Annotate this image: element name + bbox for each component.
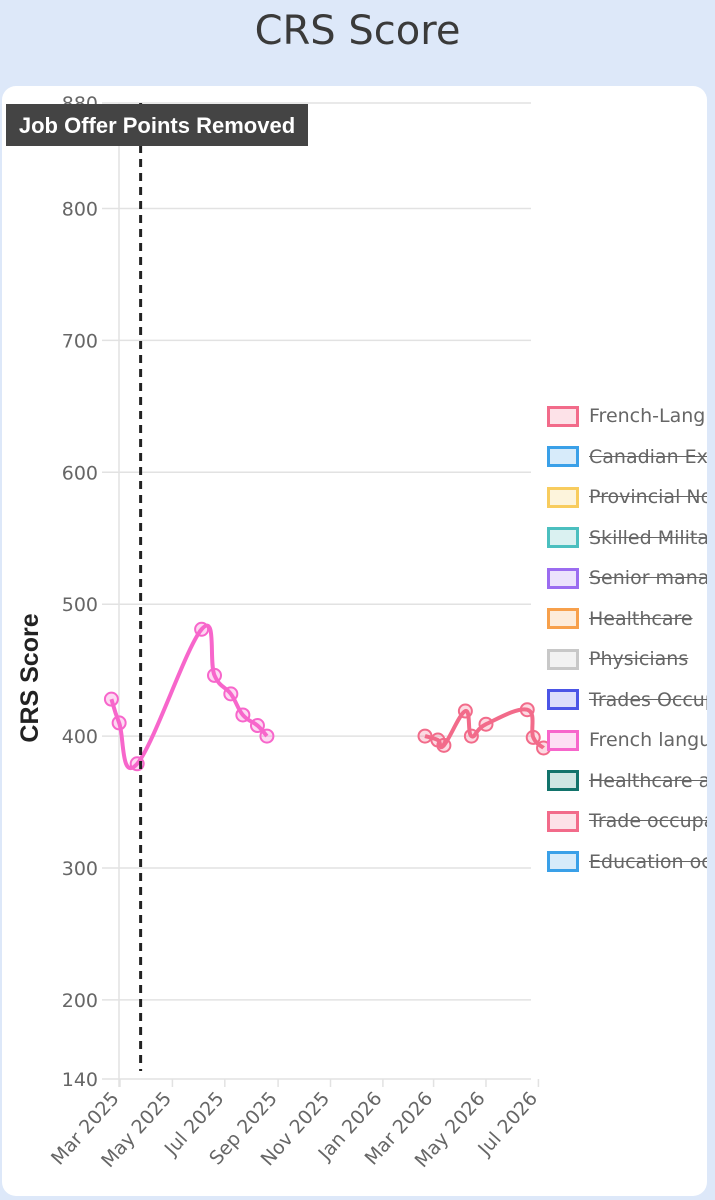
y-tick-label: 700	[62, 330, 98, 352]
legend-item[interactable]: Senior managers	[547, 558, 707, 599]
grid-lines	[102, 102, 531, 1087]
legend-swatch	[547, 729, 579, 751]
legend-swatch	[547, 689, 579, 711]
legend-swatch	[547, 486, 579, 508]
legend-item[interactable]: Physicians	[547, 639, 707, 680]
data-point[interactable]	[235, 707, 251, 723]
legend-item[interactable]: Trade occupations	[547, 801, 707, 842]
y-tick-label: 200	[62, 990, 98, 1012]
y-axis-label: CRS Score	[16, 613, 44, 742]
legend-swatch	[547, 567, 579, 589]
chart-card: 140200300400500600700800880 Mar 2025May …	[2, 86, 707, 1196]
data-point[interactable]	[111, 715, 127, 731]
data-point[interactable]	[194, 621, 210, 637]
data-point[interactable]	[436, 737, 452, 753]
legend-swatch	[547, 405, 579, 427]
series-line	[109, 623, 269, 770]
crs-score-chart[interactable]: 140200300400500600700800880 Mar 2025May …	[2, 86, 707, 1196]
legend-item[interactable]: French-Language	[547, 396, 707, 437]
data-point[interactable]	[525, 729, 541, 745]
data-point[interactable]	[463, 728, 479, 744]
y-tick-label: 300	[62, 858, 98, 880]
legend-label: Trade occupations	[589, 810, 707, 833]
legend-item[interactable]: Trades Occupations	[547, 680, 707, 721]
annotation-label-box	[6, 104, 308, 146]
data-point[interactable]	[259, 728, 275, 744]
legend-swatch	[547, 851, 579, 873]
series-lines	[103, 621, 552, 772]
legend-swatch	[547, 770, 579, 792]
legend-swatch	[547, 527, 579, 549]
legend-label: Trades Occupations	[589, 688, 707, 711]
data-point[interactable]	[103, 691, 119, 707]
series-line	[424, 707, 545, 750]
legend-swatch	[547, 608, 579, 630]
data-point[interactable]	[519, 702, 535, 718]
data-point[interactable]	[417, 728, 433, 744]
legend-label: French language	[589, 729, 707, 752]
y-axis-ticks: 140200300400500600700800880	[62, 93, 98, 1091]
data-point[interactable]	[207, 667, 223, 683]
legend-swatch	[547, 810, 579, 832]
y-tick-label: 400	[62, 726, 98, 748]
data-point[interactable]	[457, 703, 473, 719]
annotation-layer: Job Offer Points Removed	[6, 103, 308, 1071]
legend-label: Physicians	[589, 648, 689, 671]
chart-legend: French-Language Canadian Experience Provin…	[547, 396, 707, 882]
legend-item[interactable]: Provincial Nominee	[547, 477, 707, 518]
legend-item[interactable]: Healthcare	[547, 599, 707, 640]
legend-swatch	[547, 648, 579, 670]
data-point[interactable]	[478, 716, 494, 732]
page-title: CRS Score	[254, 8, 461, 54]
y-tick-label: 140	[62, 1069, 98, 1091]
legend-label: Healthcare and social services	[589, 769, 707, 792]
y-tick-label: 800	[62, 199, 98, 221]
y-tick-label: 500	[62, 594, 98, 616]
legend-label: Provincial Nominee	[589, 486, 707, 509]
y-tick-label: 600	[62, 462, 98, 484]
legend-item[interactable]: Education occupations	[547, 842, 707, 883]
legend-label: Skilled Military	[589, 526, 707, 549]
legend-swatch	[547, 446, 579, 468]
legend-item[interactable]: Skilled Military	[547, 518, 707, 559]
legend-label: Healthcare	[589, 607, 693, 630]
data-point[interactable]	[249, 718, 265, 734]
legend-label: Senior managers	[589, 567, 707, 590]
legend-item[interactable]: Healthcare and social services	[547, 761, 707, 802]
legend-item[interactable]: Canadian Experience	[547, 437, 707, 478]
legend-label: French-Language	[589, 405, 707, 428]
legend-label: Canadian Experience	[589, 445, 707, 468]
legend-item[interactable]: French language	[547, 720, 707, 761]
data-point[interactable]	[223, 686, 239, 702]
annotation-label: Job Offer Points Removed	[19, 113, 295, 138]
legend-label: Education occupations	[589, 850, 707, 873]
